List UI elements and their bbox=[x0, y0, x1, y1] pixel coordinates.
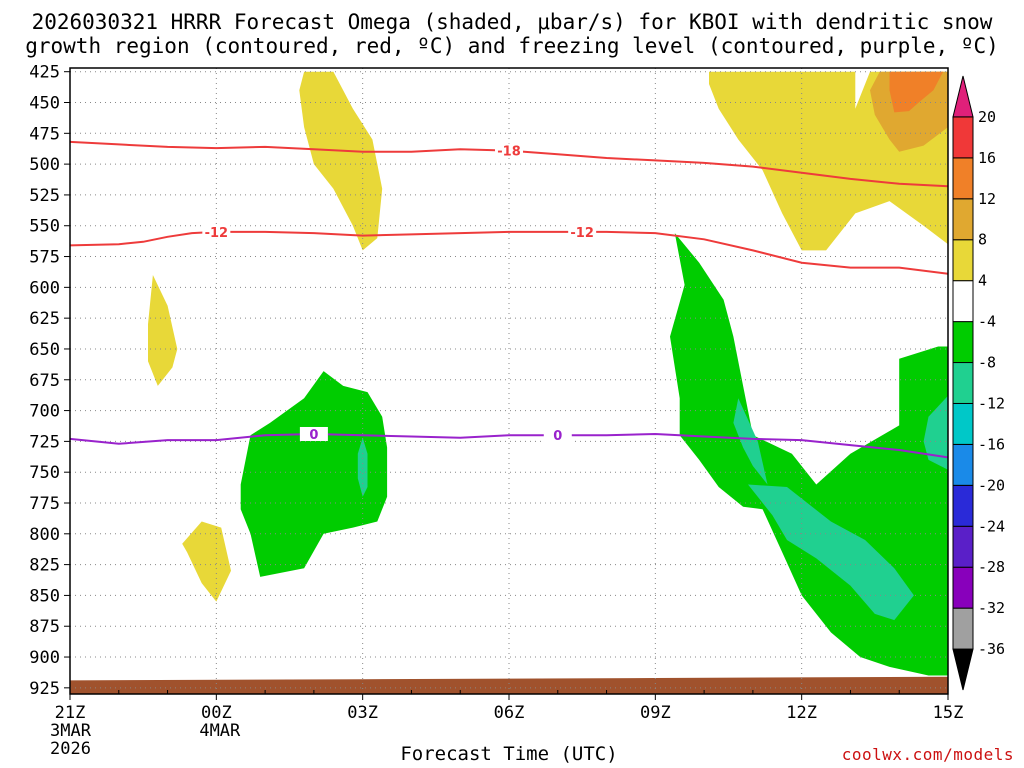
colorbar-swatch-13 bbox=[952, 116, 974, 159]
chart-title-line-2: growth region (contoured, red, ºC) and f… bbox=[25, 34, 999, 58]
isotherm-minus-12-label-1: -12 bbox=[205, 226, 229, 241]
y-tick-label-875: 875 bbox=[29, 617, 60, 637]
isotherm-minus-18-label-bg bbox=[495, 143, 523, 158]
y-tick-label-775: 775 bbox=[29, 494, 60, 514]
y-tick-label-825: 825 bbox=[29, 556, 60, 576]
x-tick-label-12Z: 12Z bbox=[786, 703, 817, 723]
freezing-level-0-label-bg bbox=[543, 428, 572, 443]
isotherm-minus-12-label-bg bbox=[202, 224, 231, 239]
y-tick-label-900: 900 bbox=[29, 648, 60, 668]
colorbar-swatch-9 bbox=[952, 280, 974, 323]
watermark[interactable]: coolwx.com/models bbox=[841, 745, 1014, 764]
colorbar-label--36: -36 bbox=[978, 640, 1005, 658]
x-tick-label-15Z: 15Z bbox=[933, 703, 964, 723]
colorbar-label--12: -12 bbox=[978, 394, 1005, 412]
colorbar-swatch-12 bbox=[952, 157, 974, 200]
y-tick-label-675: 675 bbox=[29, 371, 60, 391]
omega-neg-8-12-middle bbox=[357, 437, 368, 497]
y-tick-label-750: 750 bbox=[29, 463, 60, 483]
isotherm-minus-18-label-1: -18 bbox=[497, 145, 521, 160]
colorbar-label--20: -20 bbox=[978, 476, 1005, 494]
colorbar-label-12: 12 bbox=[978, 190, 996, 208]
x-tick-sublabel-2026: 2026 bbox=[50, 739, 91, 759]
omega-pos-4-8-small-a bbox=[148, 275, 178, 386]
y-tick-label-725: 725 bbox=[29, 432, 60, 452]
freezing-level-0-label-2: 0 bbox=[553, 429, 562, 444]
colorbar-bottom-triangle bbox=[952, 648, 974, 691]
surface-terrain bbox=[70, 676, 948, 694]
colorbar-swatch-8 bbox=[952, 321, 974, 364]
omega-neg-8-12-right-c bbox=[923, 395, 948, 470]
colorbar-label--32: -32 bbox=[978, 599, 1005, 617]
colorbar-swatch-10 bbox=[952, 239, 974, 282]
y-tick-label-575: 575 bbox=[29, 248, 60, 268]
x-tick-sublabel-4MAR: 4MAR bbox=[199, 721, 241, 741]
x-tick-label-03Z: 03Z bbox=[347, 703, 378, 723]
colorbar-swatch-7 bbox=[952, 362, 974, 404]
x-tick-label-09Z: 09Z bbox=[640, 703, 671, 723]
colorbar-label-8: 8 bbox=[978, 231, 987, 249]
colorbar-top-triangle bbox=[952, 75, 974, 118]
colorbar-label--4: -4 bbox=[978, 313, 996, 331]
colorbar-swatch-4 bbox=[952, 484, 974, 527]
freezing-level-0 bbox=[70, 432, 948, 459]
freezing-level-0-label-bg bbox=[299, 426, 328, 441]
colorbar-label--28: -28 bbox=[978, 558, 1005, 576]
isotherm-minus-12 bbox=[70, 230, 948, 275]
y-tick-label-425: 425 bbox=[29, 63, 60, 83]
omega-pos-12-16-upper-right bbox=[889, 71, 944, 113]
isotherm-minus-12-label-bg bbox=[568, 224, 597, 239]
y-tick-label-850: 850 bbox=[29, 586, 60, 606]
omega-pos-4-8-small-b bbox=[182, 521, 231, 602]
colorbar-label-4: 4 bbox=[978, 272, 987, 290]
colorbar-swatch-3 bbox=[952, 525, 974, 568]
y-tick-label-500: 500 bbox=[29, 155, 60, 175]
y-tick-label-600: 600 bbox=[29, 278, 60, 298]
freezing-level-0-label-1: 0 bbox=[309, 428, 318, 443]
omega-neg-8-12-right-b bbox=[748, 484, 914, 621]
colorbar-swatch-5 bbox=[952, 443, 974, 486]
x-tick-label-06Z: 06Z bbox=[494, 703, 525, 723]
x-tick-label-21Z: 21Z bbox=[55, 703, 86, 723]
x-axis-title: Forecast Time (UTC) bbox=[400, 743, 618, 765]
y-tick-label-475: 475 bbox=[29, 124, 60, 144]
x-tick-sublabel-3MAR: 3MAR bbox=[50, 721, 92, 741]
omega-pos-4-8-column-05z bbox=[299, 71, 383, 251]
omega-neg-4-8-right bbox=[670, 233, 948, 676]
plot-area: -18 -12 -12 0 0 bbox=[70, 68, 948, 694]
y-tick-label-550: 550 bbox=[29, 217, 60, 237]
y-tick-label-525: 525 bbox=[29, 186, 60, 206]
y-tick-label-650: 650 bbox=[29, 340, 60, 360]
colorbar-label-16: 16 bbox=[978, 149, 996, 167]
colorbar-swatch-6 bbox=[952, 402, 974, 445]
colorbar: 20 16 12 8 4 -4 -8 -12 -16 -20 -24 -28 -32 -36 bbox=[952, 75, 1005, 691]
colorbar-label--24: -24 bbox=[978, 517, 1005, 535]
colorbar-label-20: 20 bbox=[978, 108, 996, 126]
y-tick-label-625: 625 bbox=[29, 309, 60, 329]
y-tick-label-450: 450 bbox=[29, 94, 60, 114]
x-tick-label-00Z: 00Z bbox=[201, 703, 232, 723]
omega-neg-4-8-middle bbox=[240, 371, 388, 577]
colorbar-label--8: -8 bbox=[978, 354, 996, 372]
isotherm-minus-12-label-2: -12 bbox=[570, 226, 594, 241]
y-tick-label-800: 800 bbox=[29, 525, 60, 545]
chart-title-line-1: 2026030321 HRRR Forecast Omega (shaded, … bbox=[31, 10, 993, 34]
colorbar-swatch-1 bbox=[952, 607, 974, 650]
colorbar-swatch-2 bbox=[952, 566, 974, 609]
colorbar-label--16: -16 bbox=[978, 435, 1005, 453]
colorbar-swatch-11 bbox=[952, 198, 974, 241]
y-tick-label-925: 925 bbox=[29, 679, 60, 699]
y-tick-label-700: 700 bbox=[29, 402, 60, 422]
